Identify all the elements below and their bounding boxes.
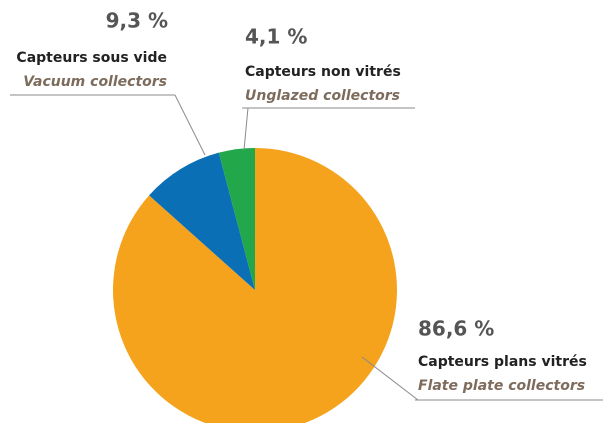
value-label: 4,1 % (245, 25, 307, 49)
label-en: Flate plate collectors (418, 378, 585, 394)
label-en: Unglazed collectors (245, 88, 400, 104)
pie-slice (218, 148, 255, 290)
label-en: Vacuum collectors (23, 74, 167, 90)
label-fr: Capteurs sous vide (16, 50, 167, 66)
pie-slice (149, 152, 255, 290)
leader-line (361, 356, 419, 401)
pie-slice (113, 148, 397, 423)
value-label: 86,6 % (418, 317, 494, 341)
value-label: 9,3 % (106, 9, 168, 33)
leader-line (174, 94, 206, 156)
label-fr: Capteurs non vitrés (245, 64, 401, 80)
leader-line (243, 107, 249, 151)
label-fr: Capteurs plans vitrés (418, 354, 587, 370)
